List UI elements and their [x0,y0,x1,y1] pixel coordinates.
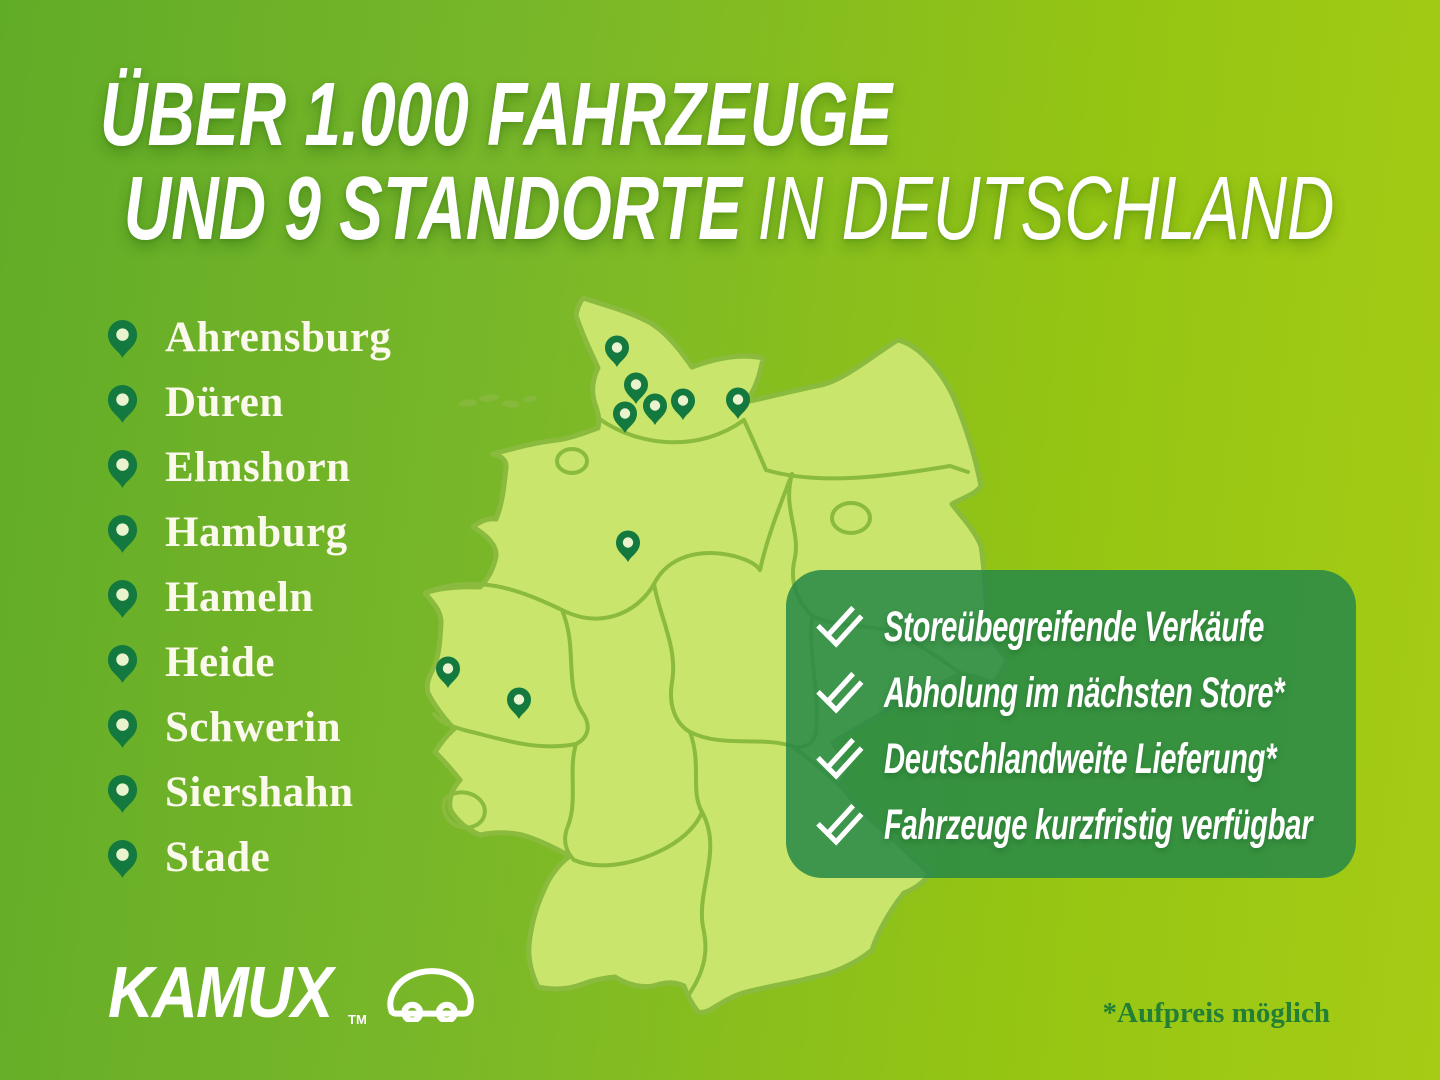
location-pin-icon [107,840,138,878]
location-pin-icon [107,645,138,683]
list-item: Siershahn [106,760,391,825]
feature-row: Fahrzeuge kurzfristig verfügbar [812,792,1356,858]
feature-label: Fahrzeuge kurzfristig verfügbar [884,800,1313,849]
city-list: Ahrensburg Düren Elmshorn Hamburg Hameln… [106,305,391,890]
double-check-icon [816,671,864,714]
location-pin-icon [107,385,138,423]
trademark-label: TM [348,1012,367,1027]
map-pin-hamburg [643,393,667,425]
frisian-islands-icon [459,394,537,408]
city-name: Elmshorn [165,444,351,491]
feature-row: Storeübegreifende Verkäufe [812,594,1356,660]
location-pin-icon [107,775,138,813]
map-pin-dueren [436,656,460,688]
feature-row: Abholung im nächsten Store* [812,660,1356,726]
city-name: Hamburg [165,509,348,556]
list-item: Hameln [106,565,391,630]
city-name: Siershahn [165,769,354,816]
city-name: Heide [165,639,275,686]
city-name: Hameln [165,574,314,621]
city-name: Schwerin [165,704,341,751]
feature-label: Deutschlandweite Lieferung* [884,734,1277,783]
location-pin-icon [107,320,138,358]
city-name: Ahrensburg [165,314,392,361]
double-check-icon [816,803,864,846]
map-pin-ahrensburg [671,388,695,420]
city-name: Düren [165,379,284,426]
list-item: Heide [106,630,391,695]
headline-line2: UND 9 STANDORTE IN DEUTSCHLAND [123,164,1334,254]
map-pin-hameln [616,530,640,562]
map-pin-schwerin [726,387,750,419]
feature-label: Storeübegreifende Verkäufe [884,602,1265,651]
bremen-enclave [555,447,589,475]
map-pin-siershahn [507,687,531,719]
feature-row: Deutschlandweite Lieferung* [812,726,1356,792]
map-pin-stade [613,401,637,433]
list-item: Stade [106,825,391,890]
berlin-enclave [830,501,872,535]
footnote: *Aufpreis möglich [1102,997,1330,1029]
location-pin-icon [107,515,138,553]
kamux-logo: KAMUX TM [108,953,475,1033]
list-item: Hamburg [106,500,391,565]
list-item: Ahrensburg [106,305,391,370]
list-item: Schwerin [106,695,391,760]
list-item: Düren [106,370,391,435]
feature-label: Abholung im nächsten Store* [884,668,1285,717]
list-item: Elmshorn [106,435,391,500]
map-pin-elmshorn [624,372,648,404]
brand-wordmark: KAMUX [108,953,333,1033]
city-name: Stade [165,834,271,881]
headline-line2-light: IN DEUTSCHLAND [757,159,1334,259]
headline-line1: ÜBER 1.000 FAHRZEUGE [100,65,893,165]
location-pin-icon [107,710,138,748]
double-check-icon [816,737,864,780]
location-pin-icon [107,580,138,618]
double-check-icon [816,605,864,648]
headline-line2-strong: UND 9 STANDORTE [123,159,742,259]
map-pins [436,335,750,719]
map-pin-heide [605,335,629,367]
location-pin-icon [107,450,138,488]
car-icon [387,968,474,1022]
features-panel: Storeübegreifende Verkäufe Abholung im n… [786,570,1356,878]
